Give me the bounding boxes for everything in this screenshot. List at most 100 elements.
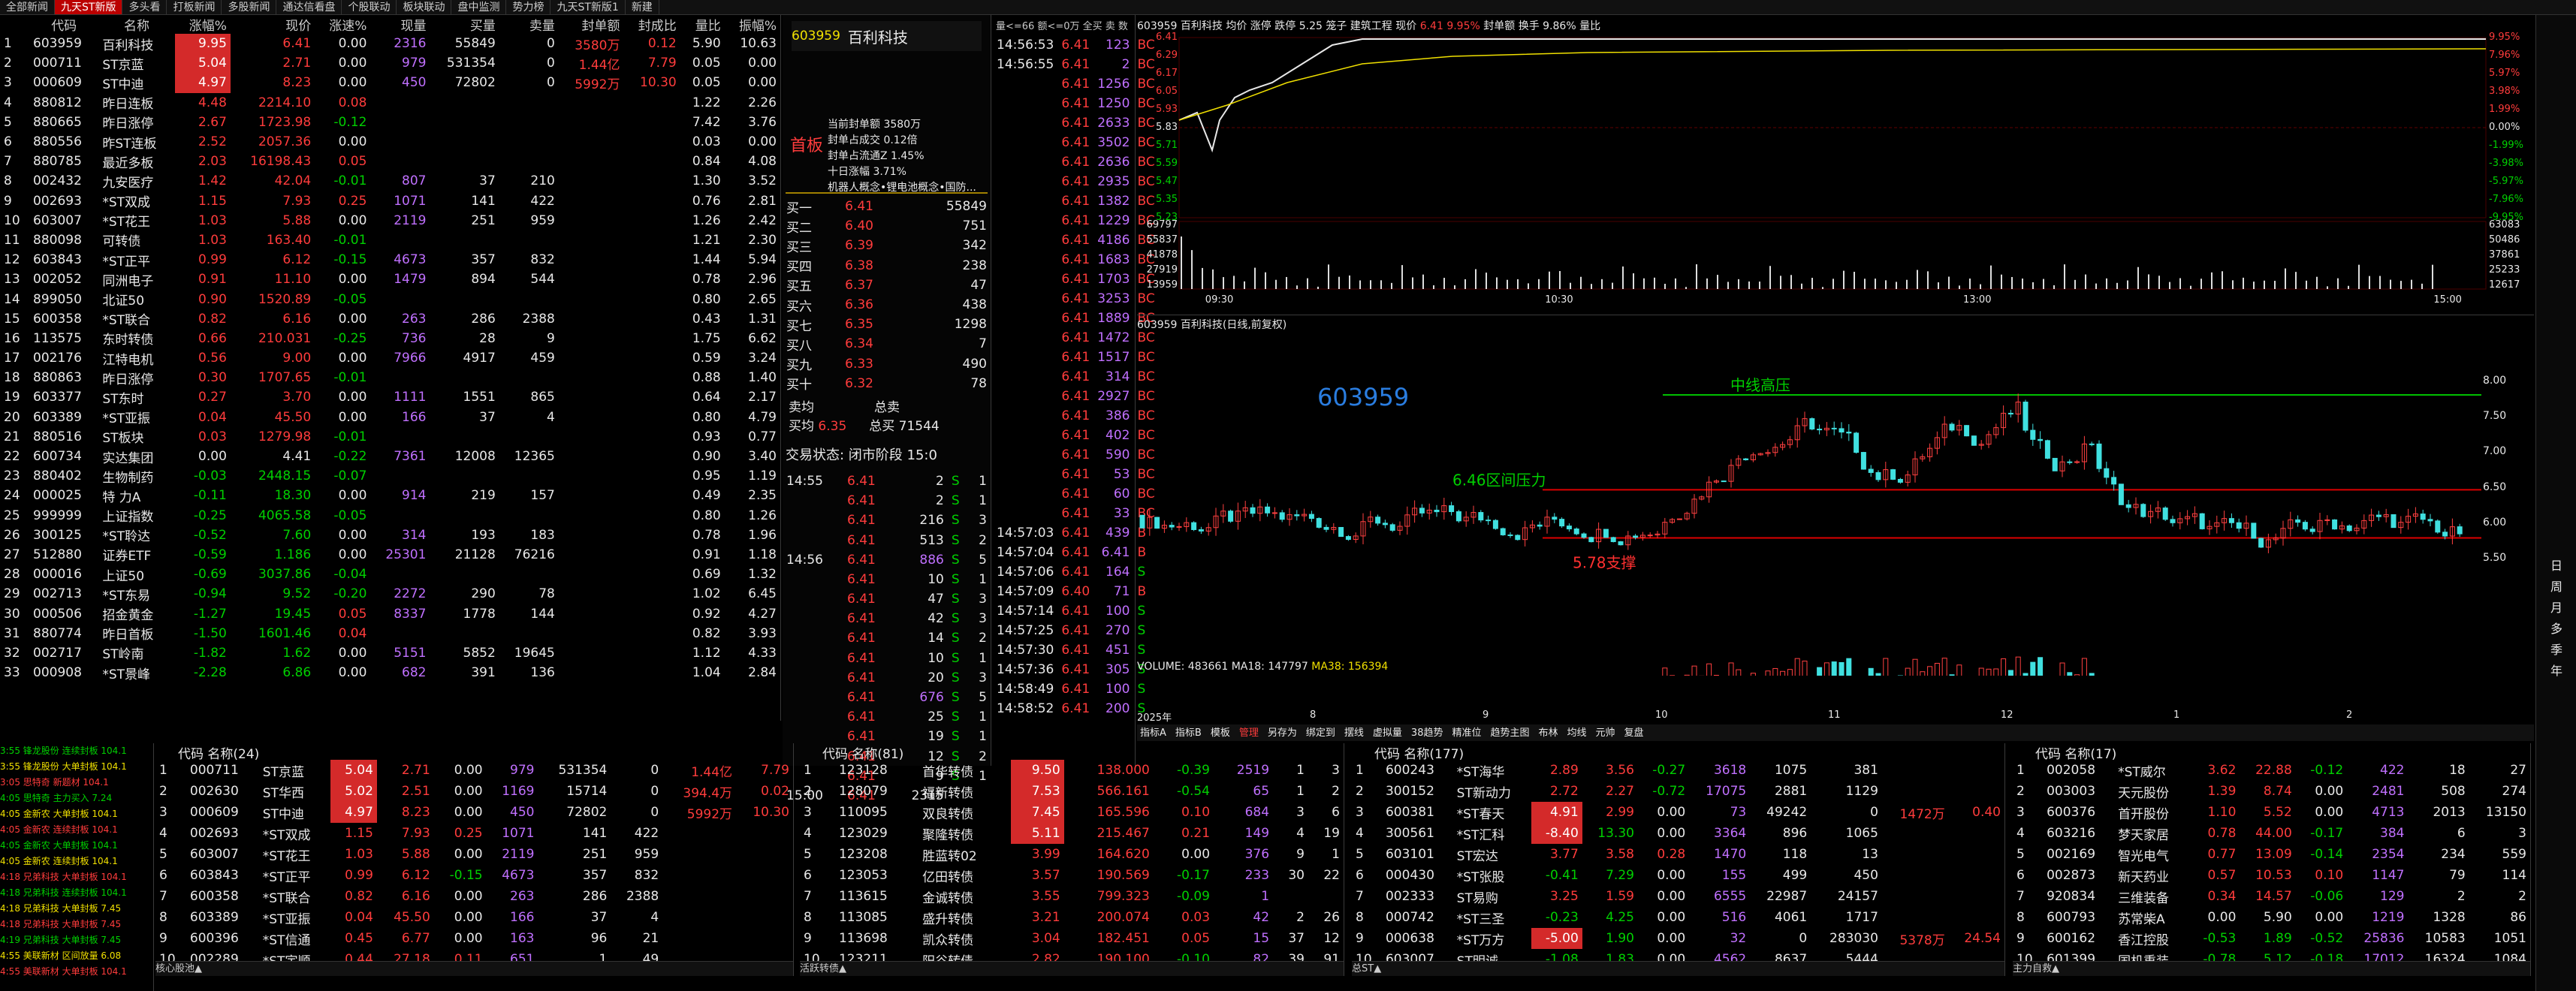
kline-candle[interactable] <box>1920 456 1926 459</box>
kline-candle[interactable] <box>2412 514 2418 517</box>
kline-candle[interactable] <box>2258 538 2264 548</box>
feed-item[interactable]: 3:05 思特奇 新题材 104.1 <box>0 777 109 788</box>
table-row[interactable]: 2 000711 ST京蓝 5.04 2.71 0.00 979 531354 0 1.44亿 7.… <box>0 53 780 74</box>
tab-9[interactable]: 势力榜 <box>506 0 551 14</box>
tab-0[interactable]: 全部新闻 <box>0 0 55 14</box>
kline-candle[interactable] <box>2361 520 2367 529</box>
kline-candle[interactable] <box>1345 536 1351 540</box>
toolbar-item[interactable]: 指标B <box>1175 727 1202 739</box>
table-row[interactable]: 18 880863 昨日涨停 0.30 1707.65 -0.01 0.88 1.40 <box>0 368 780 387</box>
toolbar-item[interactable]: 布林 <box>1538 727 1558 739</box>
tab-2[interactable]: 多头看 <box>122 0 167 14</box>
kline-candle[interactable] <box>1308 514 1314 520</box>
tab-7[interactable]: 板块联动 <box>397 0 452 14</box>
tab-3[interactable]: 打板新闻 <box>167 0 222 14</box>
bid-row[interactable]: 买十 6.32 78 <box>783 374 991 393</box>
kline-candle[interactable] <box>1684 513 1690 520</box>
kline-candle[interactable] <box>1890 469 1896 480</box>
kline-candle[interactable] <box>1713 480 1719 483</box>
bottom-table-title[interactable]: 代码 名称(17) <box>2035 747 2117 762</box>
table-row[interactable]: 14 899050 北证50 0.90 1520.89 -0.05 0.80 2.65 <box>0 289 780 309</box>
kline-candle[interactable] <box>2339 525 2345 530</box>
kline-candle[interactable] <box>1817 429 1823 431</box>
table-row[interactable]: 3 110095 双良转债 7.45 165.596 0.10 684 3 6 <box>800 802 1344 823</box>
table-row[interactable]: 30 000506 招金黄金 -1.27 19.45 0.05 8337 1778 144 0.9… <box>0 604 780 624</box>
kline-candle[interactable] <box>1787 439 1793 445</box>
feed-item[interactable]: 4:55 美联新材 区间放量 6.08 <box>0 950 122 961</box>
tab-10[interactable]: 九天ST新版1 <box>550 0 626 14</box>
kline-candle[interactable] <box>1323 526 1329 530</box>
kline-candle[interactable] <box>1235 511 1241 522</box>
table-row[interactable]: 6 000430 *ST张股 -0.41 7.29 0.00 155 499 450 <box>1352 865 2004 886</box>
table-row[interactable]: 4 603216 梦天家居 0.78 44.00 -0.17 384 6 3 <box>2013 823 2530 844</box>
kline-candle[interactable] <box>1257 506 1263 514</box>
kline-candle[interactable] <box>1426 509 1432 514</box>
table-row[interactable]: 1 600243 *ST海华 2.89 3.56 -0.27 3618 1075 381 <box>1352 760 2004 781</box>
kline-candle[interactable] <box>1522 527 1528 541</box>
tab-1[interactable]: 九天ST新版 <box>55 0 123 14</box>
bottom-table-title[interactable]: 代码 名称(81) <box>822 747 904 762</box>
table-row[interactable]: 21 880516 ST板块 0.03 1279.98 -0.01 0.93 0.77 <box>0 427 780 447</box>
kline-candle[interactable] <box>1470 512 1477 518</box>
kline-candle[interactable] <box>2162 508 2168 520</box>
bid-row[interactable]: 买二 6.40 751 <box>783 216 991 236</box>
kline-candle[interactable] <box>1397 526 1403 531</box>
column-header[interactable]: 量比 <box>695 19 721 34</box>
kline-candle[interactable] <box>2427 519 2433 522</box>
kline-candle[interactable] <box>2185 516 2191 520</box>
bid-row[interactable]: 买七 6.35 1298 <box>783 315 991 334</box>
table-row[interactable]: 28 000016 上证50 -0.69 3037.86 -0.04 0.69 1.32 <box>0 565 780 584</box>
column-header[interactable]: 振幅% <box>738 19 777 34</box>
period-button[interactable]: 周 <box>2550 580 2562 594</box>
tab-11[interactable]: 新建 <box>626 0 659 14</box>
period-button[interactable]: 月 <box>2550 601 2562 615</box>
toolbar-item[interactable]: 精准位 <box>1452 727 1482 739</box>
toolbar-item[interactable]: 管理 <box>1238 727 1259 739</box>
table-row[interactable]: 5 002169 智光电气 0.77 13.09 -0.14 2354 234 559 <box>2013 844 2530 865</box>
table-row[interactable]: 9 600162 香江控股 -0.53 1.89 -0.52 25836 10583 1051 <box>2013 928 2530 949</box>
feed-item[interactable]: 4:05 金新农 连续封板 104.1 <box>0 824 118 835</box>
kline-candle[interactable] <box>1986 434 1992 445</box>
kline-candle[interactable] <box>2406 516 2412 523</box>
table-row[interactable]: 10 603007 *ST花王 1.03 5.88 0.00 2119 251 959 1.26 2… <box>0 211 780 230</box>
kline-candle[interactable] <box>2052 457 2058 471</box>
kline-candle[interactable] <box>1676 518 1682 520</box>
kline-candle[interactable] <box>2118 483 2124 505</box>
kline-candle[interactable] <box>2044 440 2050 459</box>
kline-candle[interactable] <box>1573 529 1579 535</box>
kline-candle[interactable] <box>1544 517 1550 527</box>
kline-candle[interactable] <box>1478 512 1484 521</box>
table-row[interactable]: 23 880402 生物制药 -0.03 2448.15 -0.07 0.95 1.19 <box>0 466 780 486</box>
column-header[interactable]: 涨速% <box>329 19 367 34</box>
column-header[interactable]: 现价 <box>285 19 312 34</box>
kline-candle[interactable] <box>2133 504 2139 508</box>
kline-candle[interactable] <box>1875 471 1881 480</box>
feed-item[interactable]: 4:18 兄弟科技 连续封板 104.1 <box>0 887 127 898</box>
kline-candle[interactable] <box>1552 517 1558 520</box>
kline-candle[interactable] <box>1455 511 1461 522</box>
kline-candle[interactable] <box>1205 527 1211 532</box>
column-header[interactable]: 名称 <box>124 19 150 34</box>
kline-candle[interactable] <box>1721 480 1727 483</box>
kline-candle[interactable] <box>1147 517 1153 529</box>
toolbar-item[interactable]: 元帅 <box>1595 727 1615 739</box>
kline-candle[interactable] <box>1956 425 1962 431</box>
kline-candle[interactable] <box>1993 427 1999 435</box>
kline-candle[interactable] <box>2273 538 2279 541</box>
kline-candle[interactable] <box>2449 526 2455 537</box>
kline-candle[interactable] <box>2111 477 2117 485</box>
kline-candle[interactable] <box>2148 511 2154 517</box>
feed-item[interactable]: 3:55 锋龙股份 大单封板 104.1 <box>0 761 127 772</box>
table-row[interactable]: 31 880774 昨日首板 -1.50 1601.46 0.04 0.82 3.93 <box>0 624 780 643</box>
table-row[interactable]: 2 002630 ST华西 5.02 2.51 0.00 1169 15714 0 394.4万 0… <box>155 781 793 802</box>
table-row[interactable]: 8 603389 *ST亚振 0.04 45.50 0.00 166 37 4 <box>155 907 793 928</box>
column-header[interactable]: 卖量 <box>529 19 555 34</box>
table-row[interactable]: 4 300561 *ST汇科 -8.40 13.30 0.00 3364 896 1065 <box>1352 823 2004 844</box>
table-row[interactable]: 5 123208 胜蓝转02 3.99 164.620 0.00 376 9 1 <box>800 844 1344 865</box>
period-button[interactable]: 日 <box>2550 559 2562 573</box>
kline-candle[interactable] <box>1860 452 1866 470</box>
kline-candle[interactable] <box>1912 458 1918 476</box>
kline-candle[interactable] <box>1198 529 1204 532</box>
kline-candle[interactable] <box>2354 527 2360 532</box>
table-row[interactable]: 8 000742 *ST三圣 -0.23 4.25 0.00 516 4061 1717 <box>1352 907 2004 928</box>
